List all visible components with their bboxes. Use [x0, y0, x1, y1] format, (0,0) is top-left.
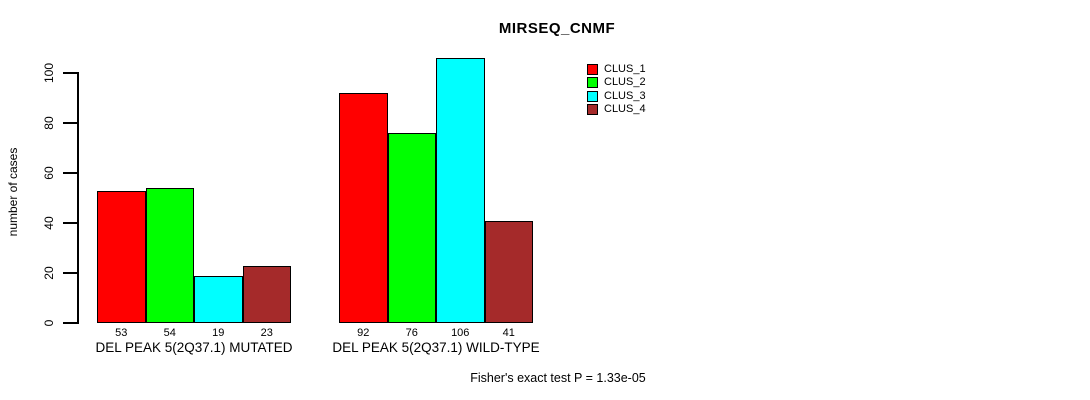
- legend-label: CLUS_2: [604, 76, 646, 89]
- legend-label: CLUS_4: [604, 103, 646, 116]
- legend-swatch-clus_4: [587, 104, 598, 116]
- x-category-label: DEL PEAK 5(2Q37.1) MUTATED: [95, 340, 293, 355]
- bar-value-label: 19: [212, 327, 225, 339]
- y-tick-label: 100: [42, 62, 56, 84]
- bar-clus_2: [145, 188, 194, 323]
- legend-label: CLUS_1: [604, 63, 646, 75]
- legend-swatch-clus_2: [587, 77, 598, 89]
- y-tick-label: 0: [42, 319, 56, 327]
- bar-value-label: 106: [451, 327, 470, 339]
- bar-clus_4: [242, 265, 291, 323]
- bar-value-label: 92: [357, 327, 370, 339]
- annotation-text: Fisher's exact test P = 1.33e-05: [470, 371, 646, 385]
- bar-value-label: 23: [260, 327, 273, 339]
- bar-clus_3: [194, 275, 243, 323]
- bar-value-label: 41: [502, 327, 515, 339]
- y-tick-label: 60: [42, 166, 56, 180]
- y-axis-label: number of cases: [6, 147, 20, 237]
- y-tick-mark: [63, 222, 77, 224]
- y-tick-mark: [63, 72, 77, 74]
- bar-value-label: 53: [115, 327, 128, 339]
- bar-clus_1: [97, 190, 146, 323]
- bar-clus_3: [436, 58, 485, 323]
- y-tick-label: 20: [42, 266, 56, 280]
- legend-swatch-clus_1: [587, 64, 598, 75]
- chart-title: MIRSEQ_CNMF: [498, 20, 616, 37]
- y-tick-mark: [63, 322, 77, 324]
- bar-value-label: 76: [405, 327, 418, 339]
- legend-label: CLUS_3: [604, 89, 646, 102]
- x-category-label: DEL PEAK 5(2Q37.1) WILD-TYPE: [332, 340, 540, 355]
- legend-swatch-clus_3: [587, 90, 598, 102]
- y-axis-line: [77, 72, 79, 324]
- bar-clus_2: [387, 133, 436, 323]
- bar-value-label: 54: [163, 327, 176, 339]
- y-tick-label: 40: [42, 216, 56, 230]
- bar-clus_1: [339, 93, 388, 323]
- bar-clus_4: [484, 220, 533, 323]
- y-tick-mark: [63, 172, 77, 174]
- y-tick-mark: [63, 122, 77, 124]
- y-tick-label: 80: [42, 116, 56, 130]
- y-tick-mark: [63, 272, 77, 274]
